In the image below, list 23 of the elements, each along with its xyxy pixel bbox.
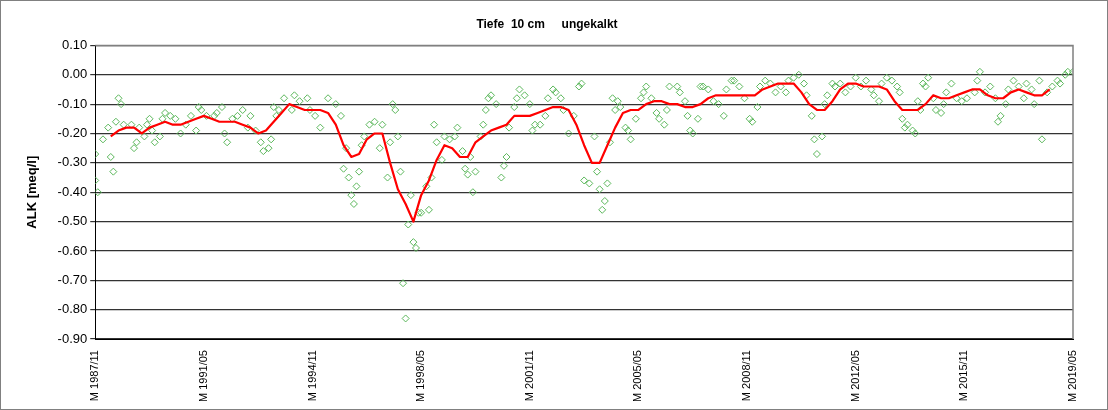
- y-tick-label: -0.70: [57, 271, 88, 287]
- x-tick-label: M 2008/11: [740, 350, 753, 402]
- x-tick-label: M 1998/05: [414, 350, 427, 402]
- x-tick-label: M 1991/05: [196, 350, 209, 402]
- y-tick-label: -0.60: [57, 242, 88, 258]
- chart-title: Tiefe 10 cm ungekalkt: [476, 16, 618, 31]
- x-tick-label: M 1994/11: [305, 350, 318, 402]
- y-tick-label: -0.20: [57, 125, 88, 141]
- y-tick-label: -0.40: [57, 183, 88, 199]
- y-axis-title: ALK [meq/l]: [24, 155, 40, 229]
- x-tick-label: M 2015/11: [957, 350, 970, 402]
- x-tick-label: M 2005/05: [631, 350, 644, 402]
- y-tick-label: -0.80: [57, 301, 88, 317]
- y-tick-label: -0.30: [57, 154, 88, 170]
- y-tick-label: -0.10: [57, 95, 88, 111]
- y-tick-label: -0.50: [57, 213, 88, 229]
- x-tick-label: M 2019/05: [1066, 350, 1079, 402]
- x-tick-label: M 1987/11: [88, 350, 101, 402]
- x-tick-label: M 2012/05: [848, 350, 861, 402]
- y-tick-label: 0.10: [61, 36, 88, 52]
- y-tick-label: 0.00: [61, 66, 88, 82]
- y-tick-label: -0.90: [57, 330, 88, 346]
- x-tick-label: M 2001/11: [522, 350, 535, 402]
